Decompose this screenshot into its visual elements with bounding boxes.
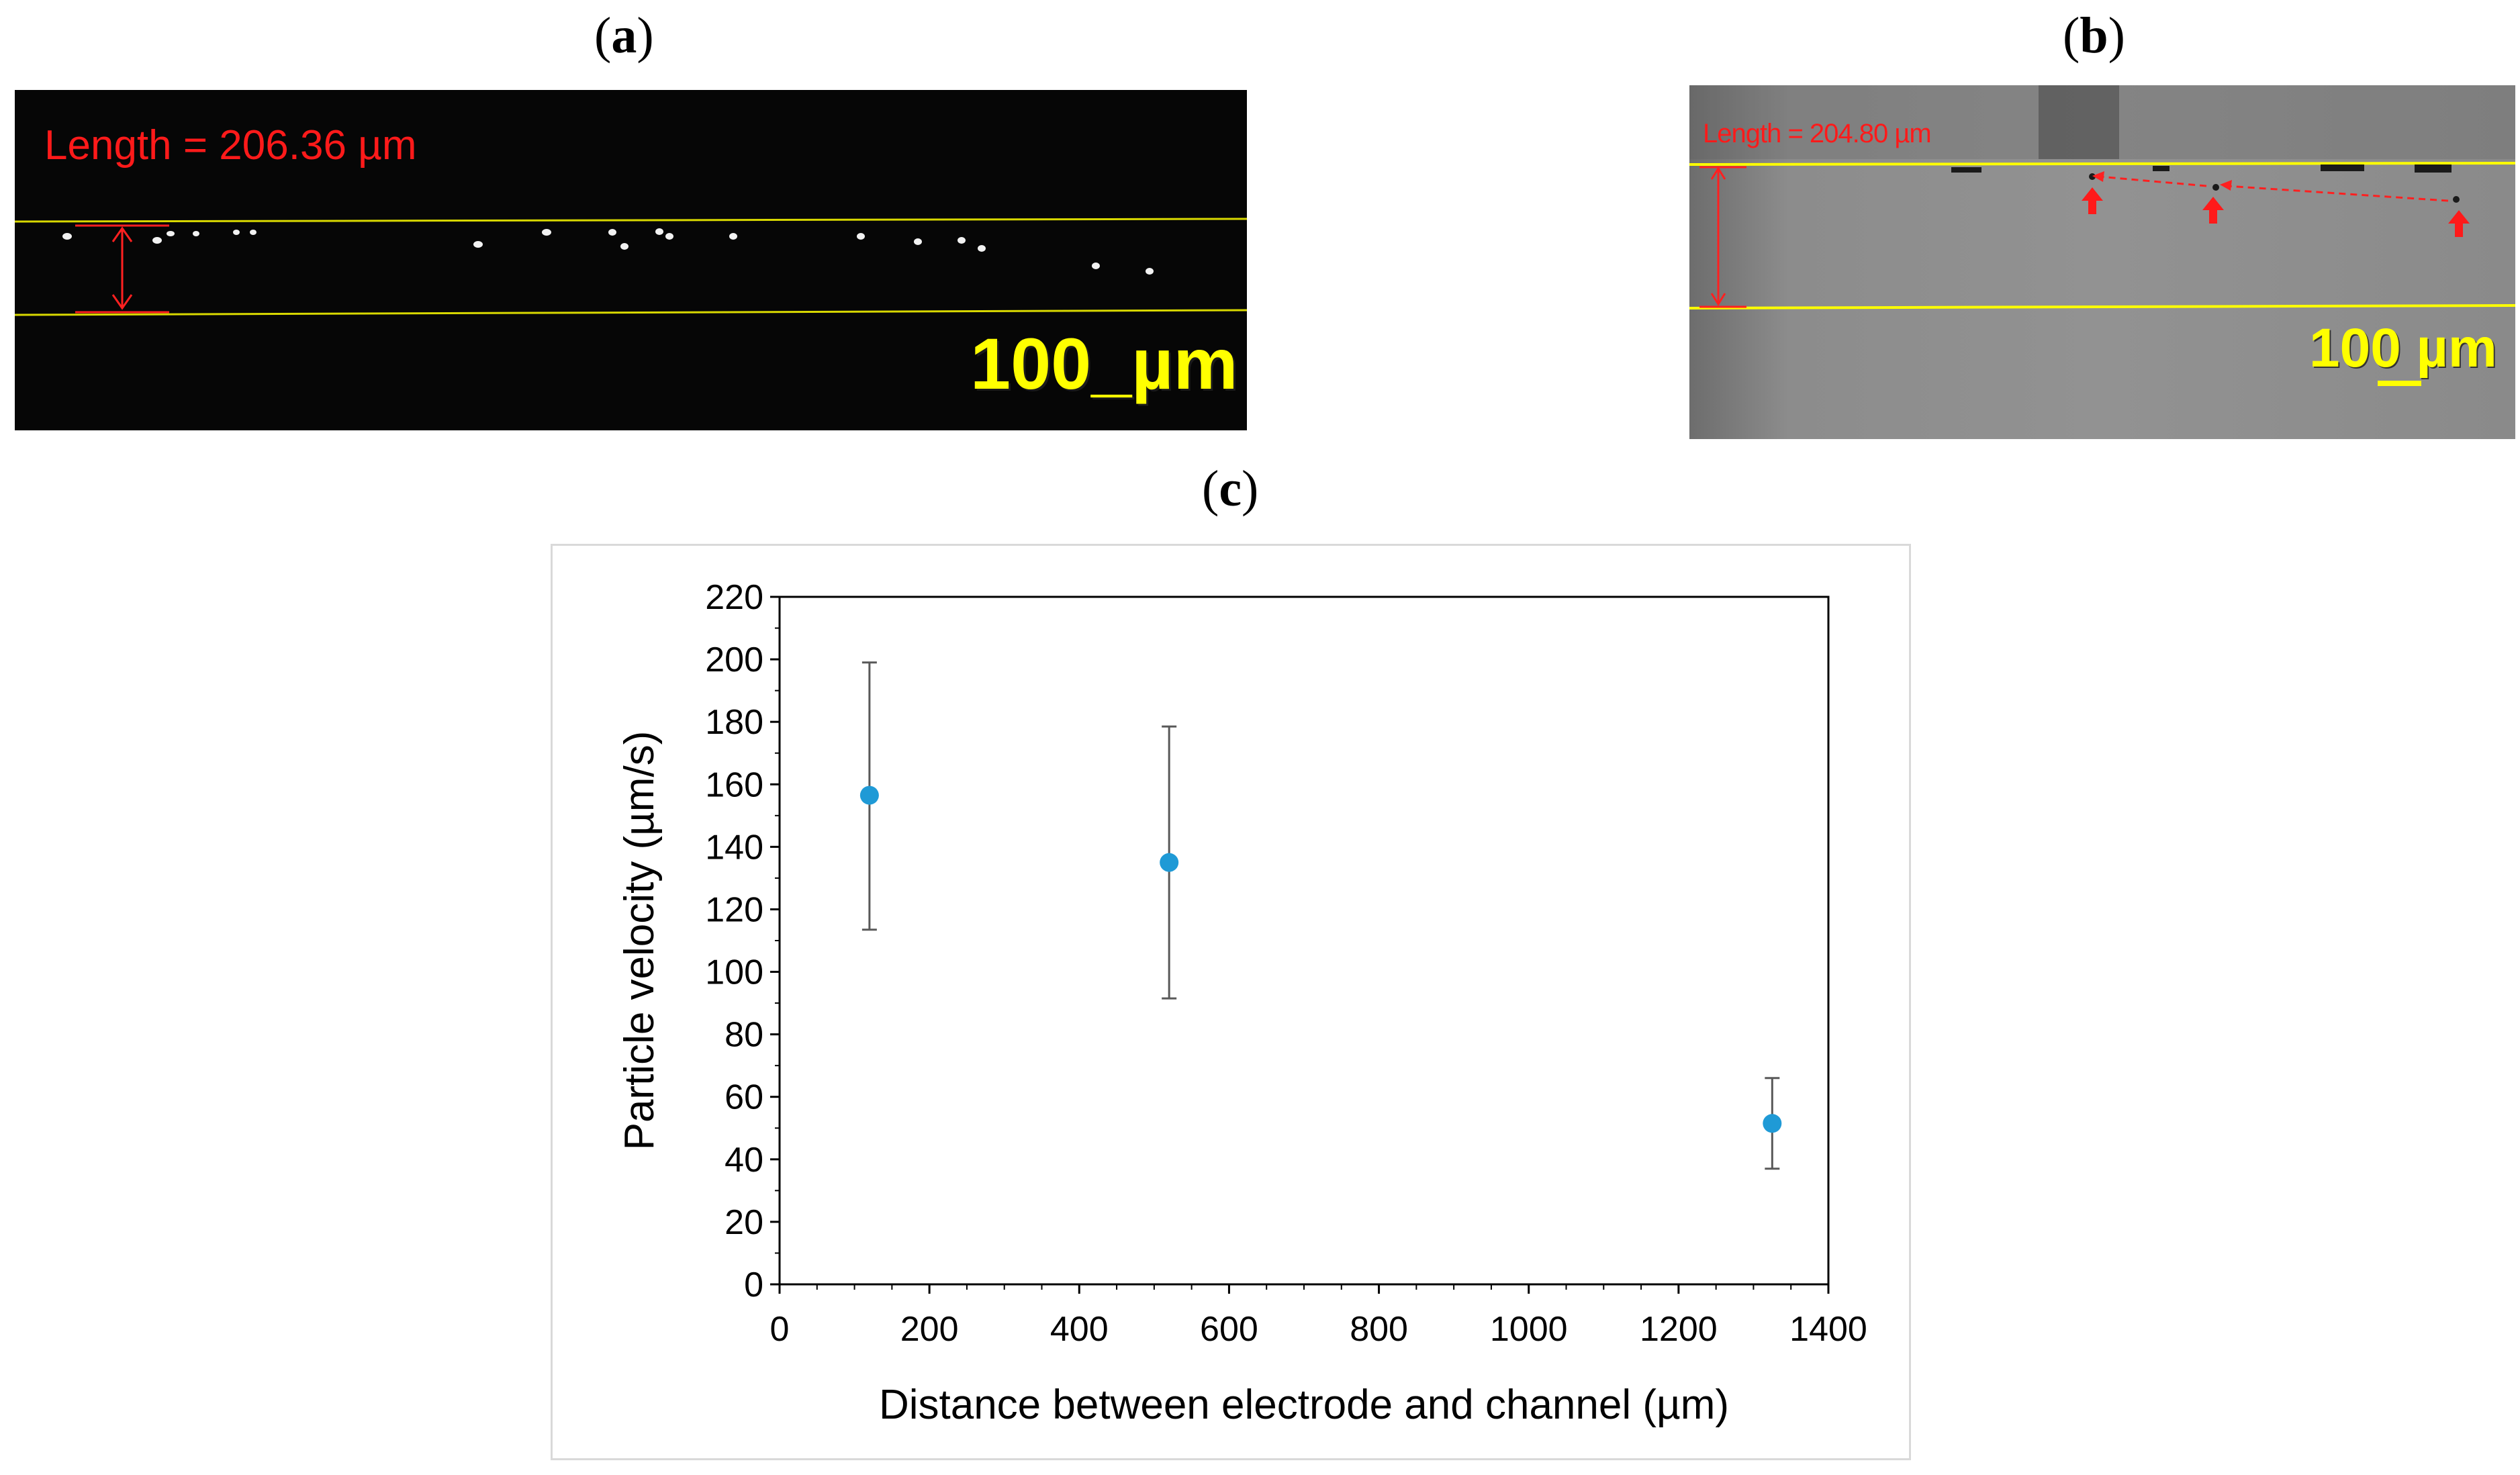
plot-area-border <box>778 596 1830 1286</box>
scale-bar-label-a: 100_µm <box>970 323 1238 404</box>
y-tick-label: 180 <box>705 703 763 742</box>
data-point <box>1763 1114 1782 1133</box>
trajectory-arrows <box>2082 171 2470 237</box>
y-tick-label: 60 <box>725 1078 763 1117</box>
x-tick-label: 1200 <box>1640 1310 1718 1349</box>
plot-frame <box>778 596 1830 1286</box>
x-axis-title: Distance between electrode and channel (… <box>879 1382 1729 1428</box>
channel-wall-top <box>15 218 1247 223</box>
micrograph-a-graphics <box>15 218 1247 316</box>
y-tick-label: 20 <box>725 1203 763 1242</box>
chart-c-svg: 0 20 40 60 80 100 120 140 160 180 200 220 0 200 400 60… <box>616 578 1867 1428</box>
y-tick-label: 0 <box>744 1266 763 1304</box>
x-tick-label: 1000 <box>1490 1310 1568 1349</box>
error-bars <box>861 661 1780 1170</box>
width-measure-arrow <box>75 224 169 314</box>
x-tick-label: 200 <box>900 1310 959 1349</box>
y-tick-label: 100 <box>705 953 763 992</box>
y-axis-title: Particle velocity (µm/s) <box>616 731 663 1151</box>
scale-bar-label-b: 100 µm <box>2309 318 2497 379</box>
width-measure-arrow-b <box>1699 166 1746 308</box>
length-annotation-a: Length = 206.36 µm <box>44 122 417 169</box>
dark-particles <box>1951 164 2460 203</box>
y-tick-label: 80 <box>725 1016 763 1055</box>
panel-label-b: (b) <box>2063 7 2125 64</box>
y-axis-ticks: 0 20 40 60 80 100 120 140 160 180 200 220 <box>705 578 780 1304</box>
y-tick-label: 200 <box>705 640 763 679</box>
micrograph-b-graphics <box>1689 85 2515 439</box>
chart-c: 0 20 40 60 80 100 120 140 160 180 200 220 0 200 400 60… <box>551 544 1911 1460</box>
x-tick-label: 800 <box>1350 1310 1408 1349</box>
x-tick-label: 1400 <box>1789 1310 1867 1349</box>
panel-label-c: (c) <box>1202 461 1259 517</box>
y-tick-label: 40 <box>725 1141 763 1180</box>
data-point <box>859 786 879 805</box>
channel-wall-top-b <box>1689 162 2515 166</box>
panel-label-a-letter: a <box>611 7 637 64</box>
micrograph-b: Length = 204.80 µm 100 µm <box>1689 85 2515 439</box>
x-tick-label: 400 <box>1050 1310 1109 1349</box>
channel-wall-bottom <box>15 309 1247 316</box>
y-tick-label: 160 <box>705 765 763 804</box>
y-tick-label: 140 <box>705 828 763 867</box>
panel-label-c-letter: c <box>1219 461 1242 517</box>
data-points <box>859 786 1782 1133</box>
y-tick-label: 220 <box>705 578 763 617</box>
micrograph-a: Length = 206.36 µm 100_µm <box>15 90 1247 430</box>
x-tick-label: 600 <box>1200 1310 1258 1349</box>
x-tick-label: 0 <box>770 1310 790 1349</box>
data-point <box>1160 853 1179 872</box>
panel-label-b-letter: b <box>2080 7 2108 64</box>
length-annotation-b: Length = 204.80 µm <box>1703 119 1932 148</box>
panel-label-a: (a) <box>594 7 654 64</box>
x-axis-ticks: 0 200 400 600 800 1000 1200 1400 <box>770 1284 1867 1349</box>
y-tick-label: 120 <box>705 890 763 929</box>
channel-wall-bottom-b <box>1689 304 2515 310</box>
fluorescent-particles <box>62 228 1154 275</box>
